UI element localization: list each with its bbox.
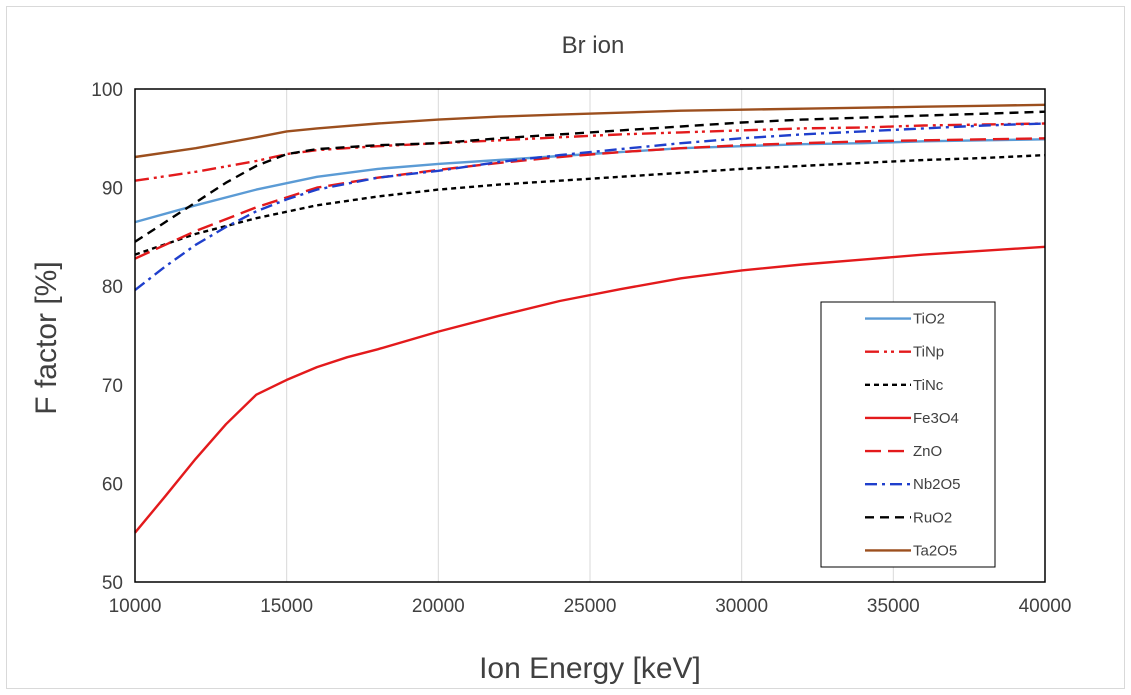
y-tick-label: 50 [102, 573, 123, 594]
x-tick-label: 30000 [715, 596, 768, 617]
x-tick-label: 25000 [564, 596, 617, 617]
y-axis-tick-labels: 50 60 70 80 90 100 [91, 80, 123, 594]
y-tick-label: 60 [102, 474, 123, 495]
chart-title: Br ion [562, 32, 625, 59]
legend-label: Ta2O5 [913, 542, 957, 559]
x-tick-label: 10000 [109, 596, 162, 617]
legend-label: TiO2 [913, 311, 945, 328]
legend: TiO2 TiNp TiNc Fe3O4 ZnO Nb2O5 RuO2 Ta2O5 [820, 301, 996, 568]
x-tick-label: 35000 [867, 596, 920, 617]
legend-label: Fe3O4 [913, 410, 959, 427]
y-tick-label: 90 [102, 179, 123, 200]
series-lines [134, 103, 1046, 534]
y-tick-label: 100 [91, 80, 123, 101]
x-tick-label: 20000 [412, 596, 465, 617]
x-tick-label: 40000 [1019, 596, 1072, 617]
x-axis-tick-labels: 10000 15000 20000 25000 30000 35000 40000 [109, 596, 1072, 617]
series-line-tinc [134, 153, 1046, 256]
plot-area-border [134, 88, 1046, 583]
y-tick-label: 80 [102, 277, 123, 298]
series-line-fe3o4 [134, 245, 1046, 534]
legend-box [820, 301, 996, 568]
x-tick-label: 15000 [260, 596, 313, 617]
y-axis-title: F factor [%] [30, 261, 63, 414]
legend-label: RuO2 [913, 509, 952, 526]
x-axis-title: Ion Energy [keV] [479, 652, 701, 685]
series-line-tinp [134, 122, 1046, 182]
series-line-ruo2 [134, 110, 1046, 243]
y-tick-label: 70 [102, 376, 123, 397]
legend-label: Nb2O5 [913, 476, 961, 493]
series-line-nb2o5 [134, 122, 1046, 292]
series-line-zno [134, 137, 1046, 260]
legend-label: TiNp [913, 344, 944, 361]
series-line-ta2o5 [134, 103, 1046, 159]
legend-label: ZnO [913, 443, 942, 460]
legend-label: TiNc [913, 377, 944, 394]
